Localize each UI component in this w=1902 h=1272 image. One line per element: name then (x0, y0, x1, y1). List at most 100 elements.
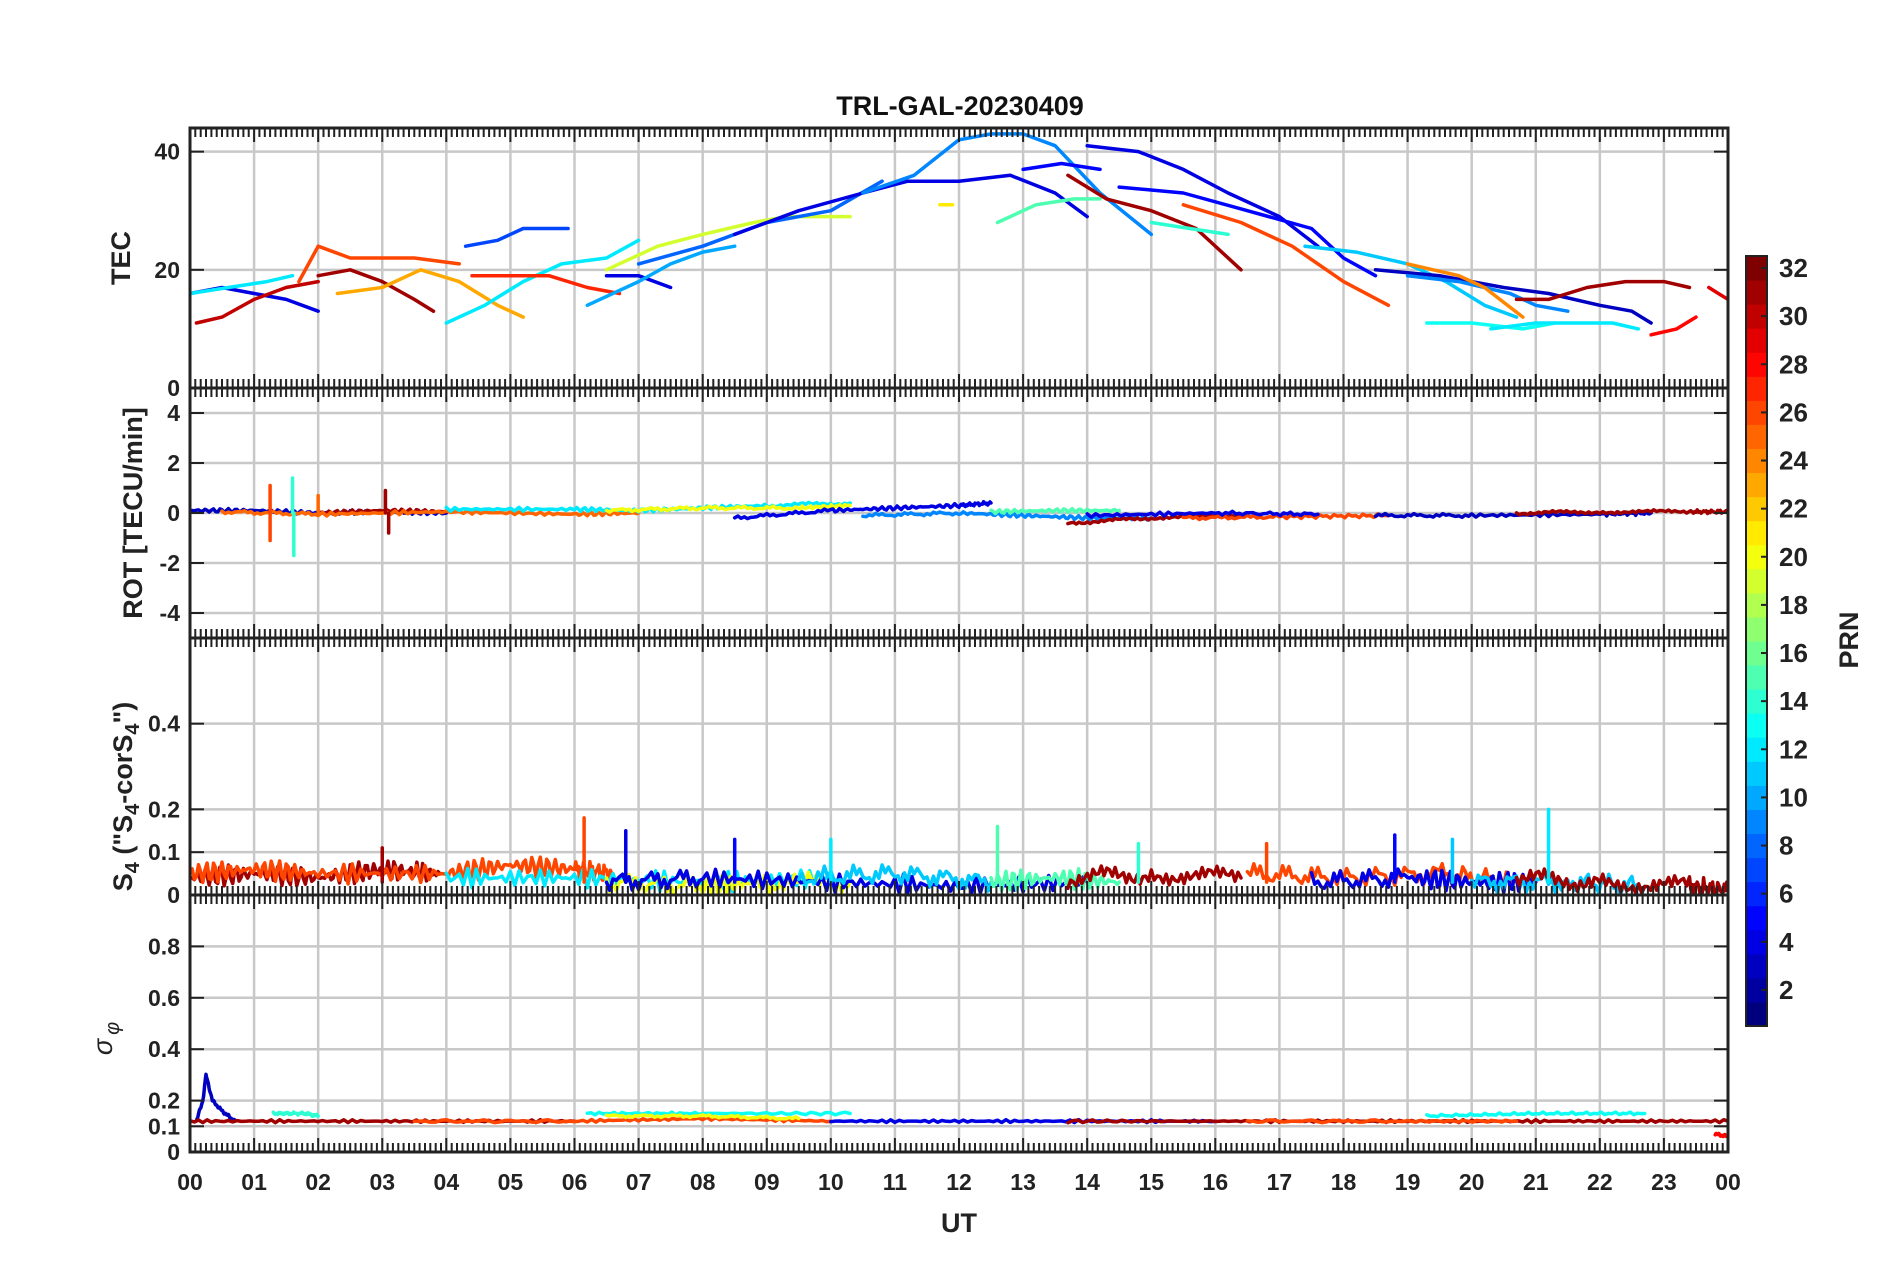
x-tick-label: 14 (1074, 1169, 1100, 1195)
colorbar-segment (1746, 953, 1767, 979)
y-tick-label: 4 (167, 400, 180, 426)
y-axis-label: TEC (106, 231, 136, 285)
y-tick-label: 2 (167, 450, 180, 476)
x-tick-label: 01 (241, 1169, 267, 1195)
colorbar-segment (1746, 881, 1767, 907)
colorbar-segment (1746, 328, 1767, 353)
colorbar-tick-label: 26 (1779, 397, 1808, 427)
series-line-prn-29 (1707, 285, 1728, 302)
x-tick-label: 21 (1523, 1169, 1549, 1195)
x-tick-label: 08 (690, 1169, 716, 1195)
colorbar-segment (1746, 761, 1767, 786)
y-tick-label: 0.4 (148, 711, 180, 737)
colorbar-tick-label: 14 (1779, 686, 1808, 716)
colorbar-segment (1746, 352, 1767, 377)
colorbar-tick-label: 10 (1779, 782, 1808, 812)
panel-rot: -4 -2 0 2 4 ROT [TECU/min] (118, 386, 1730, 640)
series-line-prn-25 (220, 508, 641, 518)
series-line-prn-26 (1245, 1118, 1519, 1125)
colorbar-segment (1746, 689, 1767, 714)
x-minor-ticks (189, 895, 1729, 1152)
colorbar-segment (1746, 400, 1767, 425)
series-group (190, 476, 1728, 558)
colorbar-tick-label: 28 (1779, 349, 1808, 379)
series-line-prn-13 (1425, 1110, 1647, 1119)
series-line-prn-12 (1489, 321, 1641, 331)
series-line-prn-4 (1085, 509, 1320, 519)
y-axis-label: ROT [TECU/min] (118, 407, 148, 618)
y-tick-label: 0.6 (148, 985, 180, 1011)
y-tick-label: 0 (167, 882, 180, 908)
series-line-prn-31 (1514, 279, 1692, 302)
colorbar-segment (1746, 641, 1767, 666)
y-tick-label: 0.1 (148, 839, 180, 865)
series-line-prn-4 (604, 273, 673, 290)
y-tick-label: 0.4 (148, 1036, 180, 1062)
colorbar-segment (1746, 857, 1767, 883)
x-minor-ticks (189, 638, 1729, 895)
colorbar-tick-label: 24 (1779, 446, 1808, 476)
series-group (190, 1072, 1728, 1139)
y-tick-label: -2 (160, 550, 180, 576)
y-tick-label: 0.2 (148, 796, 180, 822)
x-tick-label: 17 (1267, 1169, 1293, 1195)
y-tick-label: 0 (167, 500, 180, 526)
series-line-prn-31 (1066, 173, 1243, 272)
series-line-prn-15 (995, 197, 1102, 225)
series-line-prn-31 (1066, 864, 1243, 891)
y-tick-label: 40 (154, 139, 180, 165)
colorbar-tick-label: 30 (1779, 301, 1808, 331)
series-line-prn-31 (316, 268, 436, 313)
colorbar-segment (1746, 496, 1767, 522)
y-tick-label: 0 (167, 1139, 180, 1165)
series-line-prn-5 (1117, 185, 1378, 278)
series-group (190, 807, 1728, 895)
x-axis-label: UT (941, 1208, 977, 1238)
colorbar-tick-label: 22 (1779, 494, 1808, 524)
series-line-prn-12 (190, 273, 295, 296)
series-line-prn-15 (989, 506, 1121, 516)
x-tick-label: 15 (1138, 1169, 1164, 1195)
x-tick-label: 09 (754, 1169, 780, 1195)
colorbar-tick-label: 8 (1779, 831, 1793, 861)
series-line-prn-20 (604, 1113, 801, 1121)
x-tick-label: 04 (434, 1169, 460, 1195)
colorbar-segment (1746, 544, 1767, 570)
x-tick-label: 18 (1331, 1169, 1357, 1195)
colorbar-segment (1746, 472, 1767, 498)
colorbar-segment (1746, 1001, 1767, 1027)
series-line-prn-20 (604, 502, 852, 514)
colorbar-segment (1746, 592, 1767, 618)
series-line-prn-24 (1405, 262, 1525, 319)
colorbar-frame (1745, 255, 1768, 1027)
x-tick-label: 16 (1203, 1169, 1229, 1195)
x-tick-label: 22 (1587, 1169, 1613, 1195)
colorbar-tick-label: 32 (1779, 253, 1808, 283)
colorbar-segment (1746, 280, 1767, 305)
series-line-prn-14 (1149, 220, 1230, 237)
colorbar-segment (1746, 304, 1767, 329)
series-line-prn-12 (444, 238, 641, 325)
colorbar-segment (1746, 737, 1767, 762)
y-tick-label: 0.8 (148, 933, 180, 959)
colorbar-tick-label: 6 (1779, 879, 1793, 909)
series-line-prn-4 (732, 173, 1089, 237)
y-axis-label: σφ (88, 1022, 124, 1055)
x-minor-ticks (189, 388, 1729, 638)
series-line-prn-9 (861, 510, 1154, 522)
colorbar-tick-label: 4 (1779, 927, 1794, 957)
colorbar-segment (1746, 568, 1767, 594)
series-line-prn-13 (1425, 321, 1557, 331)
y-tick-label: 20 (154, 257, 180, 283)
colorbar-tick-label: 12 (1779, 734, 1808, 764)
x-tick-label: 23 (1651, 1169, 1677, 1195)
y-tick-label: 0.2 (148, 1088, 180, 1114)
series-line-prn-31 (1514, 508, 1728, 517)
colorbar-segment (1746, 424, 1767, 449)
x-tick-label: 00 (1715, 1169, 1741, 1195)
x-tick-label: 19 (1395, 1169, 1421, 1195)
series-line-prn-3 (194, 1072, 237, 1123)
colorbar-segment (1746, 785, 1767, 810)
